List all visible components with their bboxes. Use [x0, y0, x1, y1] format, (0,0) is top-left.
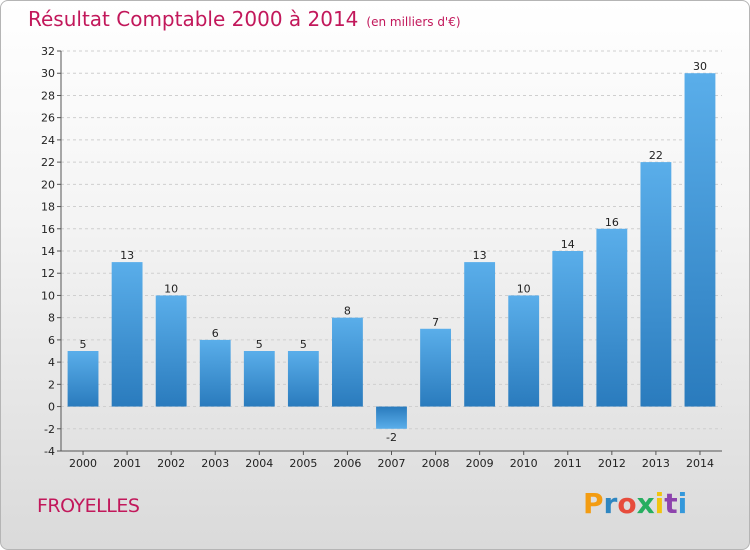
data-label: 13: [120, 249, 134, 262]
y-tick-label: 30: [41, 67, 55, 80]
logo-letter: i: [677, 487, 688, 520]
x-tick-label: 2000: [69, 457, 97, 470]
y-tick-label: 10: [41, 289, 55, 302]
data-label: 13: [473, 249, 487, 262]
bar: [508, 295, 540, 407]
chart-subtitle: (en milliers d'€): [366, 15, 461, 29]
y-tick-label: 0: [48, 401, 55, 414]
data-label: 10: [164, 282, 178, 295]
logo-letter: r: [603, 487, 618, 520]
logo-letter: o: [617, 487, 637, 520]
x-tick-label: 2002: [157, 457, 185, 470]
data-label: 14: [561, 238, 575, 251]
y-tick-label: 6: [48, 334, 55, 347]
bars: [67, 73, 716, 429]
bar: [287, 351, 319, 407]
x-tick-label: 2011: [554, 457, 582, 470]
y-tick-label: 4: [48, 356, 55, 369]
bar: [420, 328, 451, 407]
y-tick-label: 24: [41, 134, 55, 147]
bar: [332, 317, 363, 407]
y-tick-label: 22: [41, 156, 55, 169]
logo-letter: P: [583, 487, 604, 520]
bar: [552, 251, 584, 407]
data-label: 5: [256, 338, 263, 351]
x-tick-label: 2012: [598, 457, 626, 470]
data-label: 5: [300, 338, 307, 351]
x-tick-label: 2001: [113, 457, 141, 470]
logo-letter: x: [636, 487, 655, 520]
y-tick-label: 32: [41, 45, 55, 58]
y-tick-label: 12: [41, 267, 55, 280]
bar: [155, 295, 187, 407]
bar: [243, 351, 275, 407]
x-tick-label: 2009: [466, 457, 494, 470]
y-tick-label: 20: [41, 178, 55, 191]
x-tick-label: 2014: [686, 457, 714, 470]
y-tick-label: 26: [41, 112, 55, 125]
x-tick-label: 2003: [201, 457, 229, 470]
bar: [376, 406, 407, 429]
y-tick-label: 18: [41, 201, 55, 214]
bar: [199, 339, 231, 407]
y-tick-label: 8: [48, 312, 55, 325]
y-tick-label: 16: [41, 223, 55, 236]
x-tick-label: 2005: [289, 457, 317, 470]
bar: [640, 162, 672, 407]
x-tick-label: 2008: [422, 457, 450, 470]
bar: [464, 262, 496, 407]
data-label: 10: [517, 282, 531, 295]
proxiti-logo[interactable]: Proxiti: [583, 487, 687, 520]
commune-name: FROYELLES: [37, 495, 140, 517]
x-tick-label: 2007: [378, 457, 406, 470]
bar: [596, 228, 628, 407]
x-tick-label: 2010: [510, 457, 538, 470]
chart-title: Résultat Comptable 2000 à 2014 (en millie…: [28, 7, 461, 31]
logo-letter: i: [654, 487, 665, 520]
labels: 5 13 10 6 5 5 8 -2 7 13 10 14 16 22 30: [80, 60, 707, 444]
y-tick-label: -4: [44, 445, 55, 458]
y-tick-label: 14: [41, 245, 55, 258]
data-label: -2: [386, 431, 397, 444]
data-label: 30: [693, 60, 707, 73]
data-label: 6: [212, 327, 219, 340]
data-label: 5: [80, 338, 87, 351]
y-tick-label: 2: [48, 378, 55, 391]
data-label: 8: [344, 305, 351, 318]
data-label: 16: [605, 216, 619, 229]
x-tick-label: 2006: [333, 457, 361, 470]
x-tick-label: 2013: [642, 457, 670, 470]
y-tick-label: 28: [41, 89, 55, 102]
chart-title-text: Résultat Comptable 2000 à 2014: [28, 7, 359, 31]
bar: [111, 262, 143, 407]
data-label: 7: [432, 316, 439, 329]
y-tick-label: -2: [44, 423, 55, 436]
logo-letter: t: [664, 487, 678, 520]
bar: [67, 351, 99, 407]
data-label: 22: [649, 149, 663, 162]
bar: [684, 73, 716, 407]
x-tick-label: 2004: [245, 457, 273, 470]
